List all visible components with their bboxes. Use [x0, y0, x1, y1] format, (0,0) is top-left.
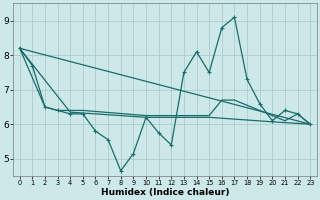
X-axis label: Humidex (Indice chaleur): Humidex (Indice chaleur)	[101, 188, 229, 197]
